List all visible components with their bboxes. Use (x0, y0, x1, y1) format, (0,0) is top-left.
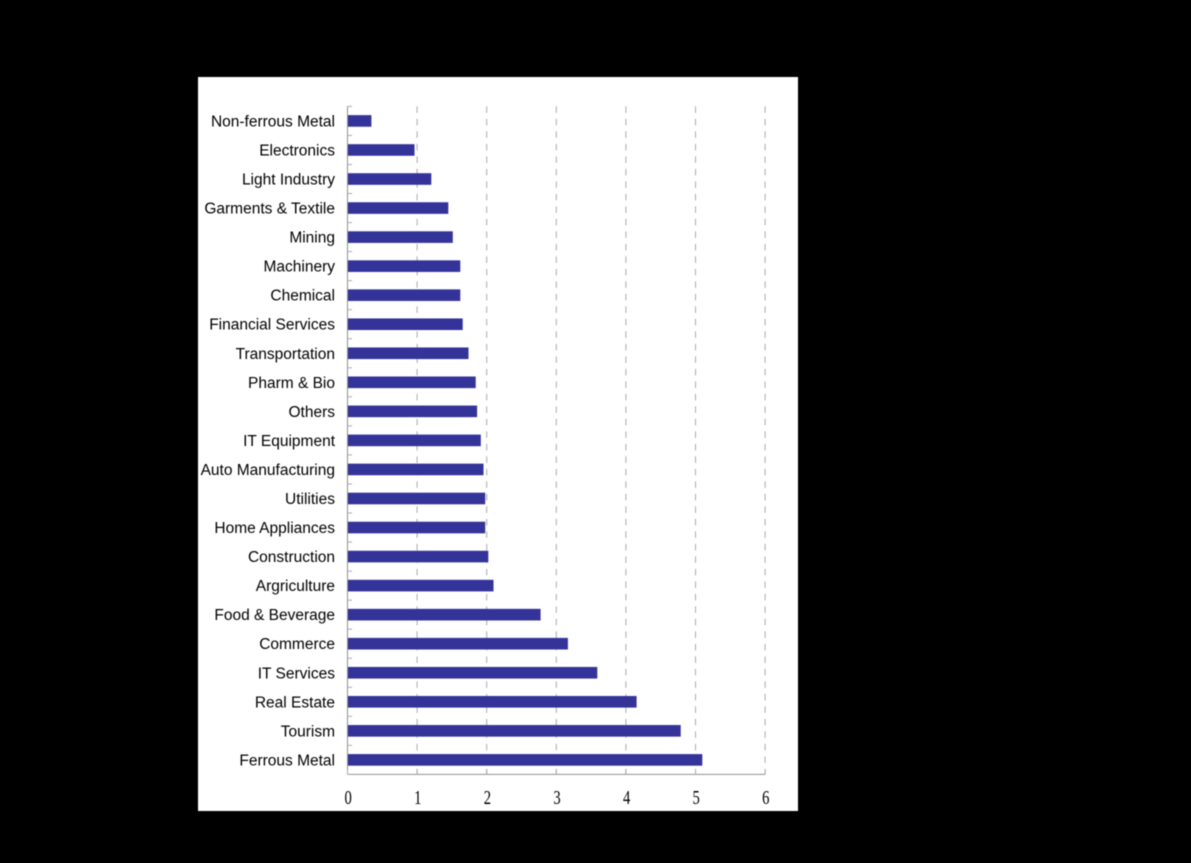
svg-text:Light Industry: Light Industry (242, 172, 335, 189)
svg-text:Construction: Construction (248, 549, 335, 566)
svg-text:Home Appliances: Home Appliances (214, 520, 335, 537)
svg-text:4: 4 (623, 787, 631, 808)
svg-text:Commerce: Commerce (259, 636, 335, 653)
svg-text:Machinery: Machinery (264, 259, 336, 276)
svg-text:Garments & Textile: Garments & Textile (204, 201, 335, 218)
svg-text:Others: Others (288, 404, 335, 421)
svg-text:Pharm & Bio: Pharm & Bio (248, 375, 335, 392)
svg-text:Chemical: Chemical (270, 288, 335, 305)
svg-text:Ferrous Metal: Ferrous Metal (239, 752, 335, 769)
svg-text:Auto Manufacturing: Auto Manufacturing (201, 462, 335, 479)
svg-text:Tourism: Tourism (281, 723, 335, 740)
svg-text:Transportation: Transportation (236, 346, 335, 363)
svg-text:Real Estate: Real Estate (255, 694, 335, 711)
svg-text:1: 1 (414, 787, 421, 808)
svg-text:0: 0 (345, 787, 352, 808)
svg-text:6: 6 (762, 787, 770, 808)
svg-text:3: 3 (553, 787, 560, 808)
svg-text:Financial Services: Financial Services (209, 317, 335, 334)
svg-text:Mining: Mining (289, 230, 335, 247)
svg-text:IT Equipment: IT Equipment (243, 433, 336, 450)
svg-text:2: 2 (484, 787, 491, 808)
svg-text:IT Services: IT Services (258, 665, 335, 682)
svg-text:Electronics: Electronics (259, 142, 335, 159)
svg-text:5: 5 (693, 787, 700, 808)
svg-text:Utilities: Utilities (285, 491, 335, 508)
svg-text:Non-ferrous Metal: Non-ferrous Metal (211, 113, 335, 130)
svg-text:Food & Beverage: Food & Beverage (214, 607, 335, 624)
svg-text:Argriculture: Argriculture (256, 578, 335, 595)
